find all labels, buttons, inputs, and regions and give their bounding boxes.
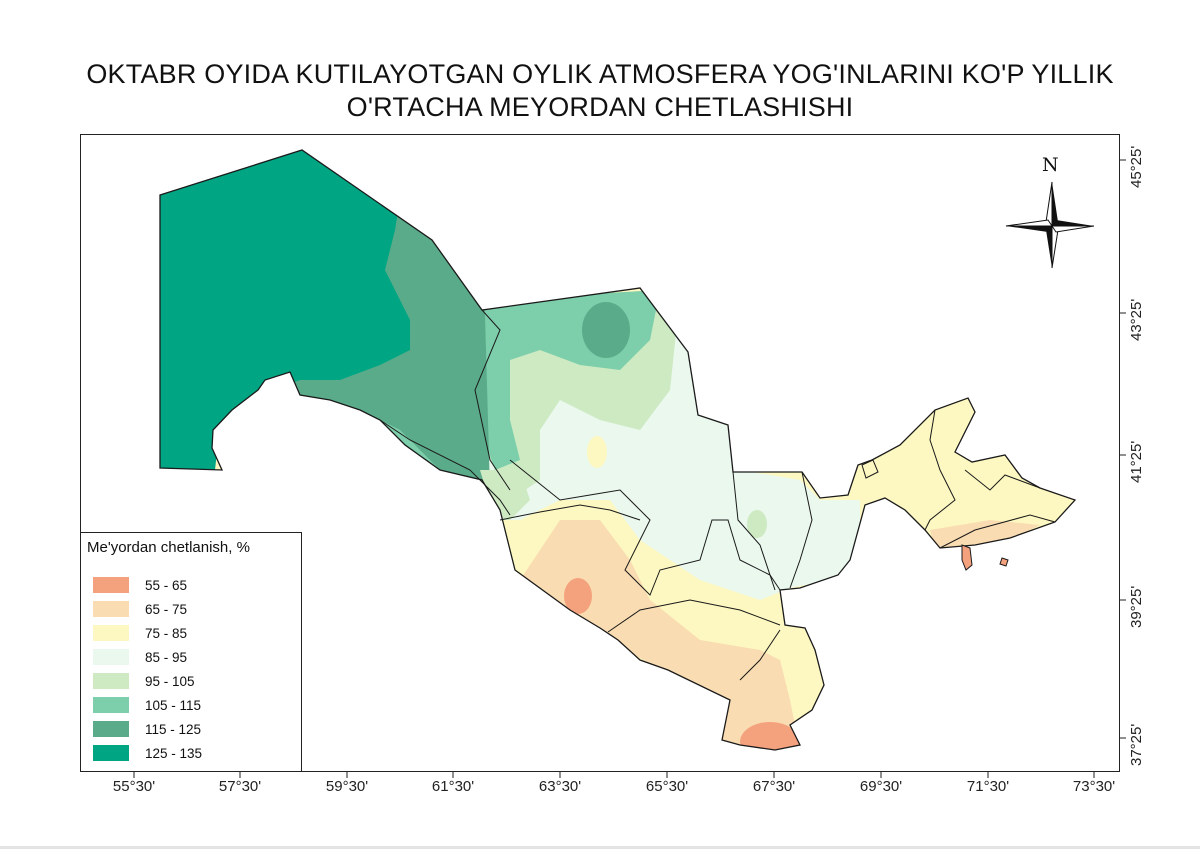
lon-label: 71°30' <box>966 778 1010 795</box>
legend-swatch <box>93 673 129 689</box>
lon-label: 63°30' <box>538 778 582 795</box>
longitude-ticks <box>133 772 1095 778</box>
zone-75-85-island <box>587 436 607 468</box>
legend-item: 75 - 85 <box>93 623 187 643</box>
legend-label: 95 - 105 <box>145 673 195 689</box>
zone-125-135 <box>160 150 410 470</box>
legend-swatch <box>93 601 129 617</box>
lon-label: 55°30' <box>112 778 156 795</box>
lon-label: 69°30' <box>859 778 903 795</box>
legend-item: 95 - 105 <box>93 671 195 691</box>
border-namangan <box>924 409 956 531</box>
lon-label: 65°30' <box>645 778 689 795</box>
small-exclave <box>861 459 879 479</box>
legend-item: 65 - 75 <box>93 599 187 619</box>
lon-label: 57°30' <box>218 778 262 795</box>
border-kashkadarya <box>607 599 781 633</box>
border-surkhandarya <box>739 629 781 681</box>
legend-item: 55 - 65 <box>93 575 187 595</box>
legend-swatch <box>93 649 129 665</box>
border-bukhara <box>499 504 641 521</box>
legend-label: 55 - 65 <box>145 577 188 593</box>
legend-item: 85 - 95 <box>93 647 187 667</box>
legend-swatch <box>93 625 129 641</box>
border-bukhara-navoi <box>509 459 651 541</box>
lat-label: 41°25' <box>1128 440 1145 483</box>
zone-85-95-east <box>810 500 860 545</box>
lon-label: 59°30' <box>325 778 369 795</box>
legend-swatch <box>93 697 129 713</box>
zone-115-125-north <box>582 302 630 358</box>
legend-label: 65 - 75 <box>145 601 188 617</box>
legend-item: 115 - 125 <box>93 719 201 739</box>
legend-label: 85 - 95 <box>145 649 188 665</box>
legend-label: 115 - 125 <box>145 721 202 737</box>
map-title-line-1: OKTABR OYIDA KUTILAYOTGAN OYLIK ATMOSFER… <box>86 59 1114 89</box>
legend-item: 105 - 115 <box>93 695 201 715</box>
legend-title: Me'yordan chetlanish, % <box>87 539 250 556</box>
north-arrow-icon <box>1005 181 1095 269</box>
zone-55-65-south <box>740 722 800 750</box>
sokh-exclave <box>961 544 973 571</box>
zone-95-105-small <box>747 510 767 538</box>
country-outline <box>159 149 1077 751</box>
zone-65-75-east <box>930 520 1040 548</box>
border-karakalpak-navoi <box>474 309 511 491</box>
lon-label: 61°30' <box>431 778 475 795</box>
map-title: OKTABR OYIDA KUTILAYOTGAN OYLIK ATMOSFER… <box>0 58 1200 124</box>
lat-label: 45°25' <box>1128 145 1145 188</box>
lat-label: 37°25' <box>1128 723 1145 766</box>
north-label: N <box>1042 154 1059 176</box>
zone-65-75-south <box>520 520 800 750</box>
map-title-line-2: O'RTACHA MEYORDAN CHETLASHISHI <box>346 92 854 122</box>
latitude-ticks <box>1120 159 1126 739</box>
zone-55-65-west <box>564 578 592 614</box>
lat-label: 39°25' <box>1128 585 1145 628</box>
region-borders <box>379 309 1056 681</box>
lon-label: 73°30' <box>1072 778 1116 795</box>
legend-label: 75 - 85 <box>145 625 188 641</box>
shakhimardan-exclave <box>999 557 1009 567</box>
legend-swatch <box>93 745 129 761</box>
legend-label: 125 - 135 <box>145 745 203 761</box>
lat-label: 43°25' <box>1128 298 1145 341</box>
legend-item: 125 - 135 <box>93 743 202 763</box>
lon-label: 67°30' <box>752 778 796 795</box>
bottom-rule <box>0 846 1200 849</box>
border-andijan <box>964 469 1041 491</box>
legend-swatch <box>93 721 129 737</box>
map-legend: Me'yordan chetlanish, % 55 - 65 65 - 75 … <box>80 532 302 772</box>
border-jizzakh <box>732 471 776 591</box>
border-fergana <box>939 514 1056 549</box>
border-syrdarya <box>789 471 813 589</box>
border-samarkand <box>624 519 781 596</box>
legend-label: 105 - 115 <box>145 697 202 713</box>
legend-swatch <box>93 577 129 593</box>
border-khorezm <box>379 419 511 516</box>
